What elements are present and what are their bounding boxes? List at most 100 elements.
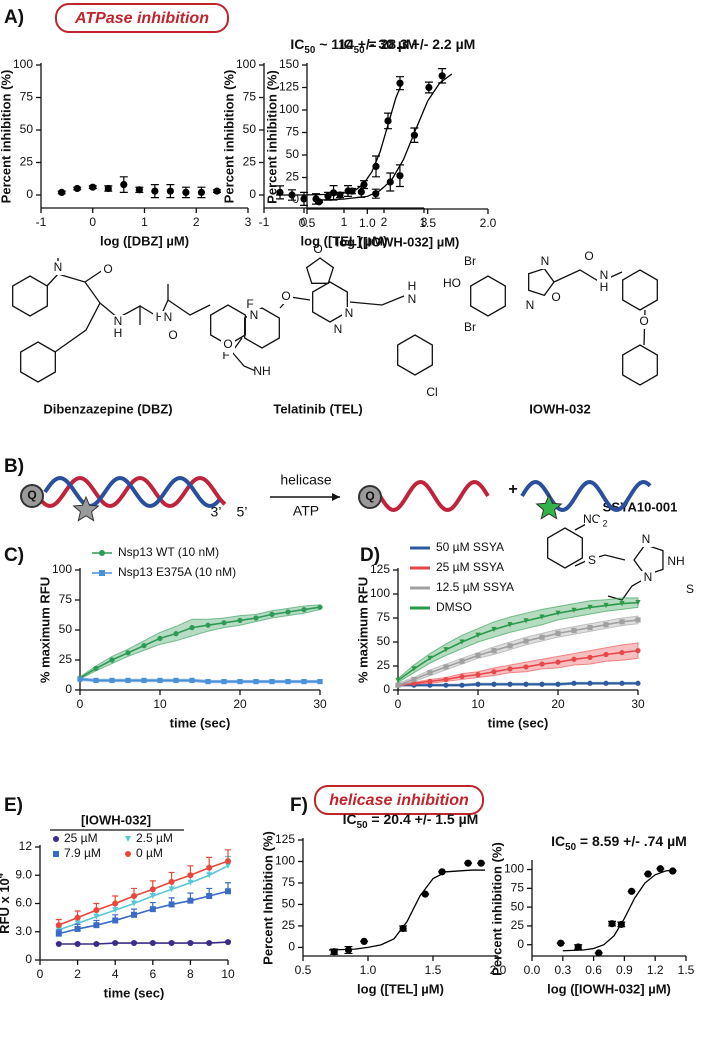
marker [131, 940, 137, 947]
marker [507, 643, 513, 649]
bond [244, 307, 280, 349]
marker [149, 906, 156, 913]
marker [225, 858, 231, 865]
bond [12, 275, 48, 317]
marker [182, 188, 190, 196]
marker [58, 188, 66, 196]
structure-name: Dibenzazepine (DBZ) [43, 401, 172, 416]
atom-label: 2 [602, 518, 607, 528]
arrow-head [332, 493, 340, 501]
panel-label: E) [4, 795, 23, 816]
marker [109, 677, 115, 683]
marker [571, 627, 577, 634]
bond [167, 299, 211, 316]
x-axis-label: time (sec) [488, 715, 549, 730]
series-line [58, 941, 229, 945]
atom-bg [549, 291, 563, 305]
marker [221, 679, 227, 685]
marker [149, 892, 156, 899]
legend-marker [125, 836, 131, 842]
atom-label: S [588, 553, 596, 567]
marker [173, 631, 179, 637]
y-tick-label: 75 [377, 610, 391, 624]
marker [168, 878, 175, 885]
x-tick-label: 30 [313, 697, 327, 711]
legend-marker [99, 550, 105, 556]
marker [357, 188, 365, 196]
atom-bg [585, 554, 599, 568]
scheme-label: 5’ [237, 504, 248, 520]
marker [112, 917, 119, 924]
bond [349, 295, 405, 306]
bond [305, 257, 335, 284]
atom-bg [101, 263, 115, 277]
series-line [58, 865, 229, 931]
error-band [397, 642, 639, 687]
marker [571, 656, 577, 662]
y-tick-label: 50 [282, 897, 296, 911]
y-axis-label: Percent inhibition (%) [221, 70, 236, 204]
marker [603, 602, 609, 609]
quencher [358, 485, 382, 509]
scheme-label: + [508, 481, 517, 498]
marker [587, 604, 593, 611]
marker [427, 670, 433, 676]
marker [157, 635, 163, 642]
atom-label: N [642, 532, 651, 546]
x-tick-label: 3 [421, 215, 428, 229]
marker [205, 622, 211, 628]
marker [396, 79, 404, 87]
marker [421, 890, 429, 898]
legend-label: Nsp13 WT (10 nM) [118, 545, 219, 559]
atom-label: H [408, 279, 417, 293]
chart-title: IC50 = 8.59 +/- .74 µM [551, 833, 687, 853]
x-axis-label: log ([TEL] µM) [301, 233, 388, 248]
marker [603, 622, 609, 628]
y-tick-label: 75 [511, 880, 525, 894]
marker [74, 940, 81, 947]
atom-label: O [103, 262, 112, 276]
y-tick-label: 25 [59, 652, 73, 666]
x-tick-label: 1.5 [419, 216, 436, 230]
marker [285, 679, 291, 685]
y-tick-label: 100 [275, 854, 295, 868]
marker [491, 648, 497, 654]
fit-curve [562, 868, 676, 952]
atom-bg [463, 255, 477, 269]
text-part: IC [551, 833, 565, 849]
atom-bg [585, 513, 599, 527]
marker [336, 191, 344, 199]
text-part: IC [343, 811, 357, 827]
marker [225, 939, 231, 946]
text-part: = 20.4 +/- 1.5 µM [368, 811, 479, 827]
marker [237, 617, 243, 624]
marker [131, 900, 137, 907]
y-tick-label: 25 [243, 155, 257, 169]
atom-bg [582, 250, 596, 264]
x-tick-label: 20 [551, 697, 565, 711]
marker [187, 872, 194, 879]
marker [317, 604, 323, 610]
text-part: 50 [565, 842, 576, 853]
marker [149, 940, 156, 947]
marker [635, 648, 641, 654]
legend-marker [53, 851, 59, 857]
atom-bg [683, 583, 697, 597]
marker [491, 669, 497, 675]
text-part: = 28.3 +/- 2.2 µM [365, 36, 476, 52]
error-band [79, 604, 321, 681]
y-axis-label: % maximum RFU [355, 577, 370, 683]
x-tick-label: 2 [193, 215, 200, 229]
x-axis-label: log ([TEL] µM) [357, 981, 444, 996]
atom-label: N [644, 570, 653, 584]
marker [301, 607, 307, 613]
strand [520, 479, 652, 513]
bond [46, 273, 101, 353]
marker [131, 892, 137, 899]
x-tick-label: 0.5 [295, 963, 312, 977]
atom-bg [425, 386, 439, 400]
marker [120, 181, 128, 189]
marker [237, 679, 243, 685]
legend-label: DMSO [436, 600, 472, 614]
panel-label: D) [360, 545, 380, 566]
